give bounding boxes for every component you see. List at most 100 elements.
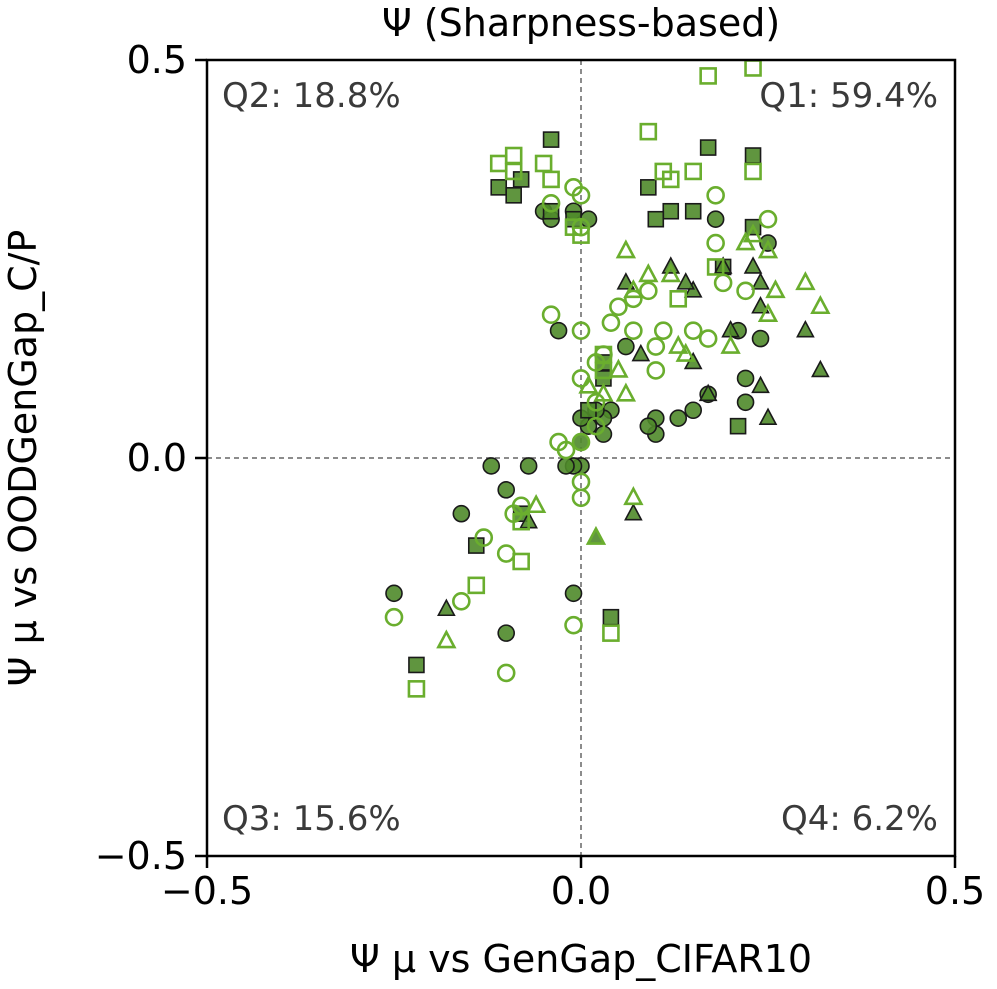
- data-point-open-circle: [713, 273, 733, 293]
- data-point-filled-circle: [617, 337, 635, 356]
- data-point-filled-circle: [385, 584, 403, 603]
- data-point-open-circle: [624, 321, 643, 340]
- data-point-open-square: [602, 624, 620, 642]
- data-point-open-circle: [474, 528, 494, 547]
- data-point-filled-square: [542, 131, 560, 148]
- data-point-open-triangle: [675, 342, 696, 362]
- data-point-filled-triangle: [676, 272, 696, 290]
- data-point-open-circle: [541, 305, 561, 325]
- data-point-open-triangle: [615, 239, 637, 259]
- x-tick-label: 0.5: [925, 869, 985, 913]
- data-point-filled-triangle: [751, 375, 770, 394]
- data-point-open-triangle: [668, 334, 689, 354]
- data-point-open-square: [542, 170, 560, 189]
- data-point-open-circle: [384, 607, 404, 627]
- data-point-open-square: [744, 59, 762, 77]
- data-point-filled-circle: [736, 369, 755, 388]
- data-point-filled-square: [505, 187, 522, 204]
- data-point-open-circle: [571, 432, 591, 452]
- data-point-open-triangle: [525, 493, 547, 514]
- data-point-filled-circle: [519, 457, 538, 475]
- data-point-filled-circle: [669, 409, 688, 428]
- data-point-filled-triangle: [796, 319, 815, 338]
- data-point-filled-square: [640, 179, 657, 196]
- data-point-filled-circle: [482, 457, 501, 475]
- data-point-open-square: [467, 576, 486, 595]
- data-point-filled-square: [699, 139, 717, 156]
- data-point-filled-square: [684, 202, 702, 220]
- data-point-filled-triangle: [616, 272, 636, 290]
- y-tick-label: 0.5: [127, 38, 187, 82]
- data-point-open-triangle: [660, 263, 681, 283]
- data-point-filled-triangle: [751, 272, 770, 290]
- data-point-open-circle: [639, 281, 658, 301]
- data-point-open-circle: [609, 297, 628, 317]
- data-point-open-circle: [736, 281, 755, 301]
- data-point-filled-triangle: [631, 343, 651, 362]
- data-point-filled-triangle: [743, 256, 763, 274]
- data-point-open-square: [572, 226, 590, 244]
- data-point-open-triangle: [757, 302, 779, 323]
- data-point-open-square: [699, 67, 717, 85]
- data-point-open-circle: [698, 329, 718, 348]
- data-point-open-circle: [496, 663, 516, 683]
- axis-ticks: −0.5 0.0 0.5 0.5 0.0 −0.5: [95, 38, 986, 913]
- data-point-open-circle: [683, 321, 703, 340]
- data-point-filled-circle: [564, 584, 583, 603]
- data-point-filled-triangle: [624, 503, 643, 521]
- data-point-filled-square: [490, 179, 508, 196]
- data-point-open-square: [489, 154, 508, 173]
- data-point-open-circle: [586, 392, 606, 412]
- data-point-open-triangle: [765, 279, 786, 299]
- quadrant-label-q1: Q1: 59.4%: [759, 76, 938, 116]
- x-tick-label: 0.0: [551, 869, 611, 913]
- data-point-open-triangle: [757, 239, 779, 259]
- data-point-filled-circle: [736, 393, 755, 412]
- data-point-filled-triangle: [698, 383, 718, 402]
- data-point-open-circle: [586, 416, 606, 436]
- data-point-open-circle: [646, 361, 666, 380]
- data-point-open-circle: [571, 186, 591, 205]
- data-point-open-square: [512, 552, 530, 571]
- data-point-open-triangle: [578, 374, 599, 394]
- data-point-open-square: [512, 512, 530, 531]
- data-point-open-triangle: [623, 279, 644, 299]
- data-point-filled-square: [408, 656, 425, 674]
- data-point-filled-triangle: [811, 359, 830, 378]
- data-point-open-circle: [571, 321, 591, 340]
- data-point-open-square: [744, 162, 762, 181]
- x-tick-label: −0.5: [161, 869, 253, 913]
- data-point-open-circle: [556, 440, 576, 460]
- data-point-filled-circle: [497, 481, 516, 499]
- data-point-open-triangle: [638, 263, 659, 283]
- data-point-filled-circle: [452, 504, 471, 523]
- data-point-open-circle: [564, 615, 583, 635]
- data-point-open-square: [684, 162, 703, 181]
- data-point-open-square: [594, 345, 613, 364]
- data-point-open-triangle: [720, 334, 741, 354]
- data-point-open-square: [669, 289, 688, 308]
- data-point-open-circle: [496, 544, 516, 563]
- data-point-open-square: [534, 154, 553, 173]
- data-point-filled-circle: [639, 417, 658, 435]
- data-point-filled-circle: [549, 321, 568, 340]
- data-point-filled-square: [729, 417, 747, 435]
- data-point-open-square: [407, 680, 426, 698]
- y-tick-label: 0.0: [127, 436, 187, 480]
- x-axis-label: Ψ μ vs GenGap_CIFAR10: [350, 937, 812, 981]
- data-point-open-square: [639, 122, 658, 141]
- data-point-open-circle: [541, 193, 561, 213]
- data-point-open-triangle: [795, 271, 816, 291]
- y-tick-label: −0.5: [95, 834, 187, 878]
- data-point-open-square: [706, 258, 725, 276]
- chart-title: Ψ (Sharpness-based): [382, 1, 780, 45]
- data-point-open-triangle: [608, 358, 629, 378]
- data-point-open-circle: [653, 321, 673, 340]
- data-markers: [384, 59, 831, 698]
- quadrant-label-q2: Q2: 18.8%: [222, 76, 401, 116]
- y-axis-label: Ψ μ vs OODGenGap_C/P: [1, 230, 45, 687]
- data-point-open-circle: [624, 289, 643, 309]
- data-point-open-triangle: [742, 223, 764, 243]
- data-point-filled-circle: [751, 329, 770, 348]
- data-point-open-circle: [646, 337, 666, 356]
